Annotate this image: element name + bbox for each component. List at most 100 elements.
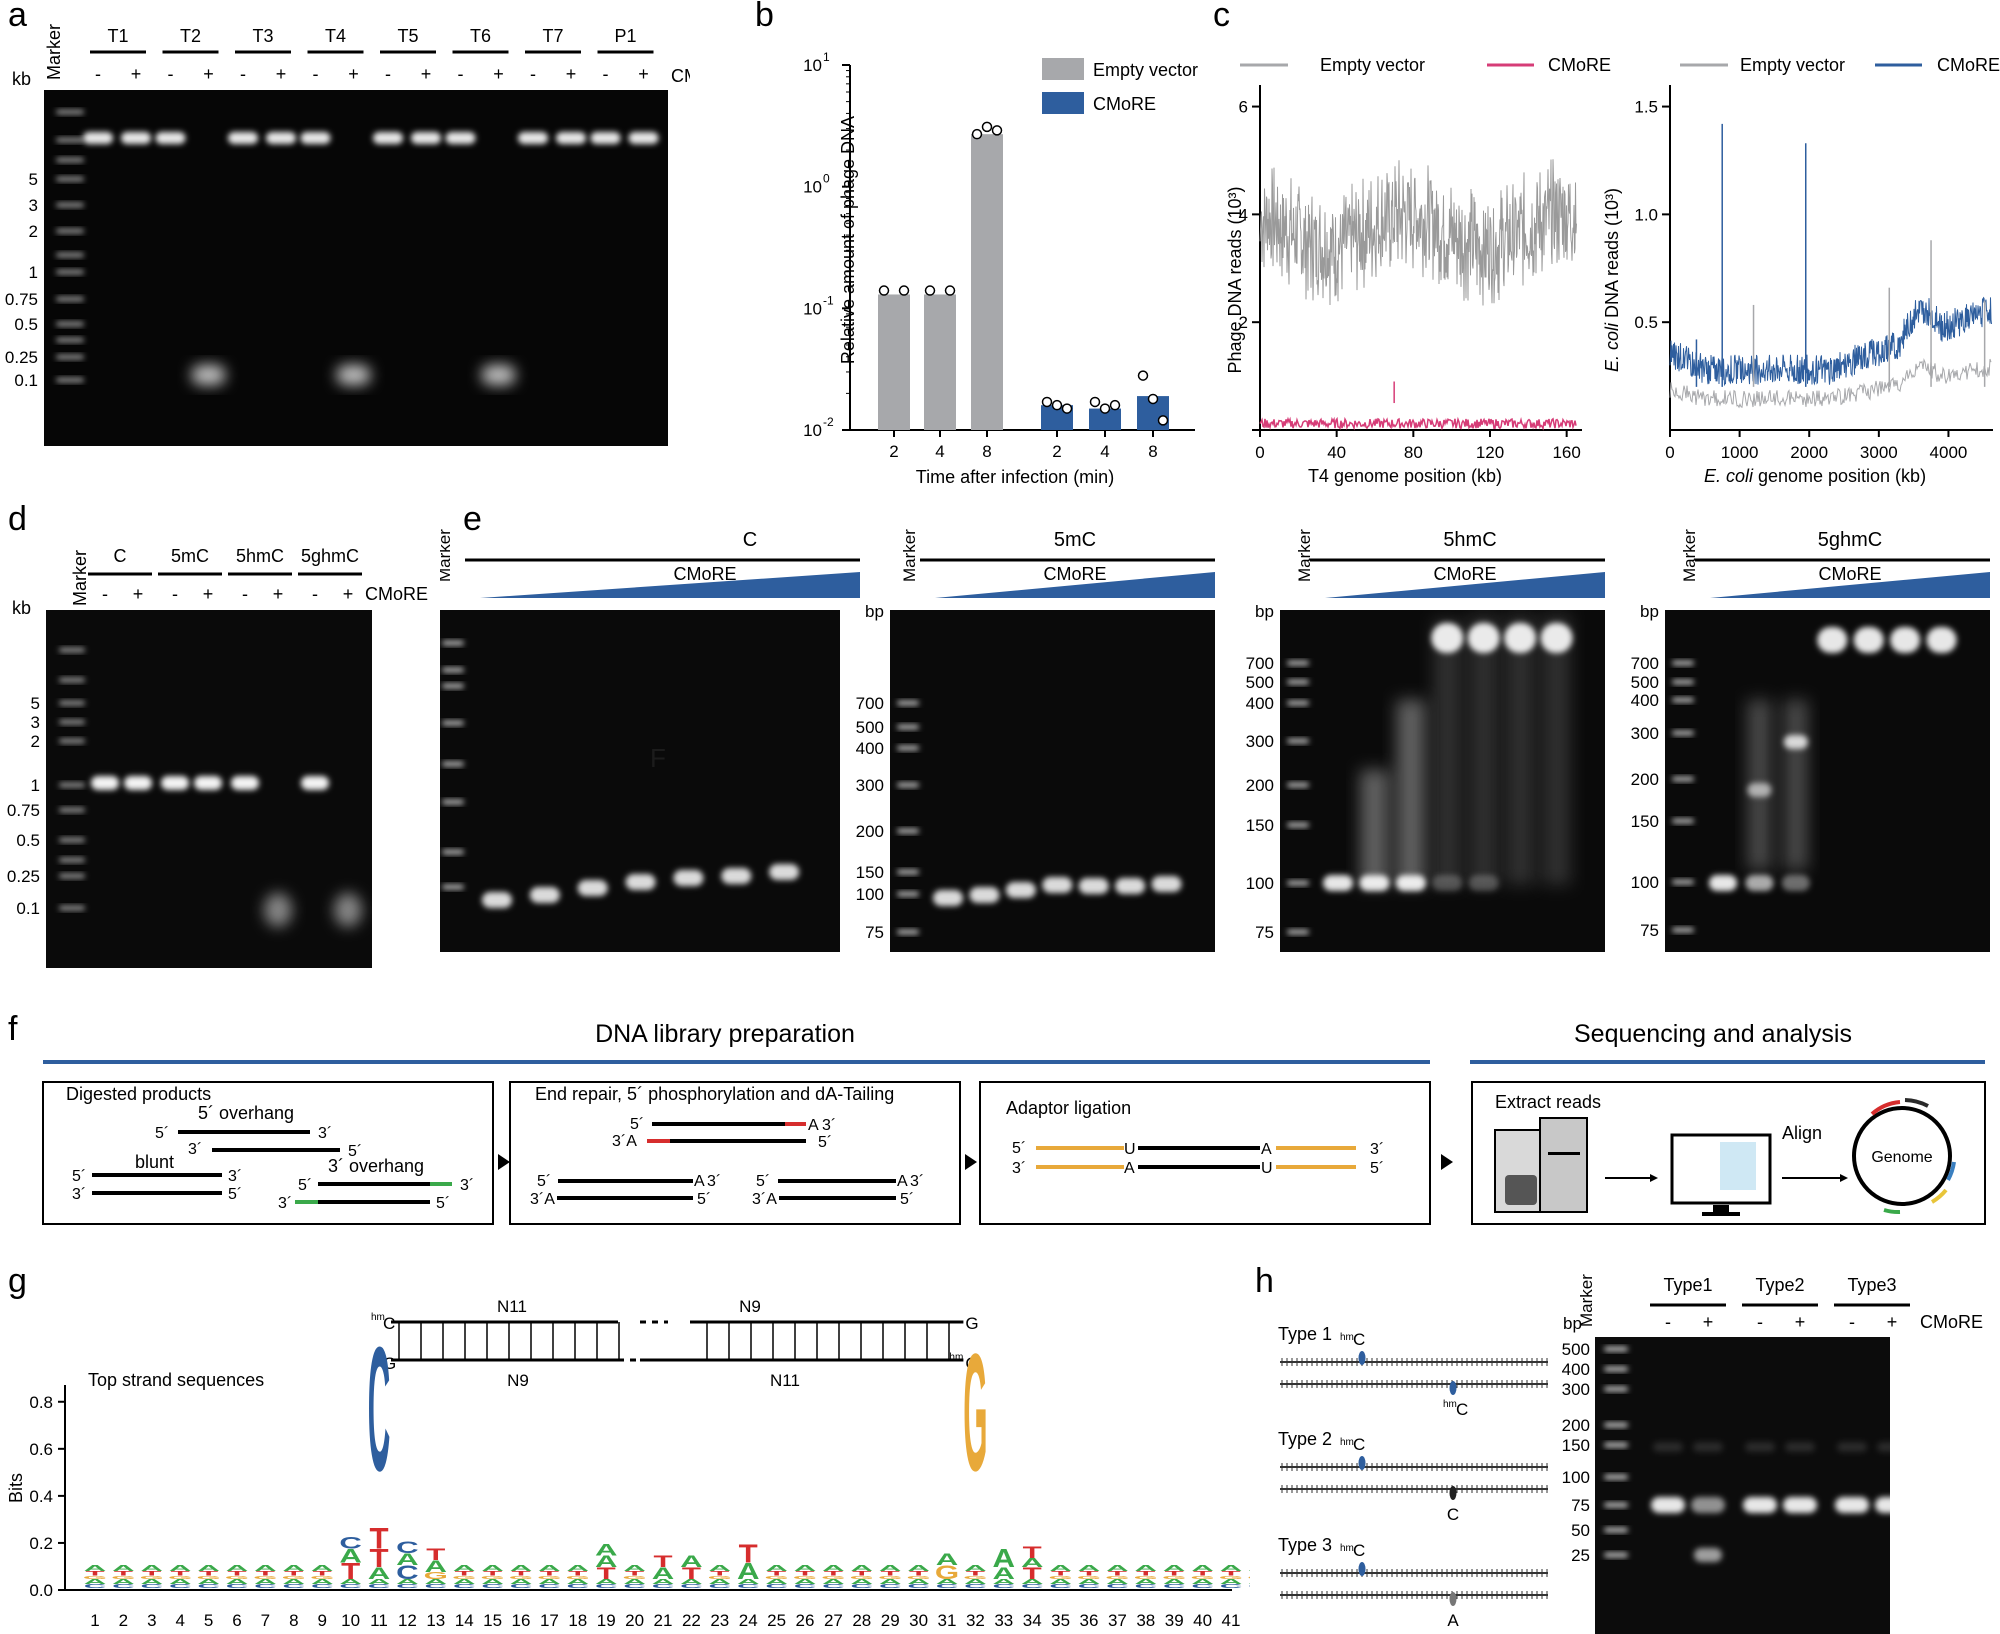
- g-logo-letter: T: [313, 1570, 332, 1577]
- b-datapoint: [1157, 415, 1169, 426]
- size-label: 700: [1246, 654, 1274, 673]
- size-label: 300: [856, 776, 884, 795]
- marker-band: [442, 849, 464, 855]
- plus-sign: +: [1887, 1312, 1898, 1332]
- svg-text:3´: 3´: [460, 1177, 474, 1194]
- h-type-label: Type 2: [1278, 1429, 1332, 1449]
- c-left-legend-empty: Empty vector: [1320, 55, 1425, 75]
- g-logo-letter: G: [764, 1575, 788, 1581]
- f-section2: Sequencing and analysis: [1574, 1020, 1852, 1048]
- g-logo-letter: A: [510, 1563, 533, 1572]
- g-logo-letter: A: [851, 1563, 874, 1572]
- g-logo-letter: C: [1049, 1583, 1072, 1589]
- size-label: 0.1: [14, 371, 38, 390]
- size-label: 300: [1246, 732, 1274, 751]
- g-logo-letter: A: [538, 1578, 561, 1586]
- size-label: 400: [1246, 694, 1274, 713]
- g-logo-letter: T: [1165, 1570, 1184, 1577]
- g-logo-letter: A: [822, 1563, 845, 1572]
- g-logo-letter: A: [964, 1563, 987, 1572]
- b-bar: [924, 294, 956, 430]
- g-logo-letter: C: [510, 1583, 533, 1589]
- g-position-label: 33: [994, 1611, 1013, 1630]
- c-left-ylabel: Phage DNA reads (10³): [1225, 186, 1245, 373]
- minus-sign: -: [240, 64, 246, 84]
- g-logo-letter: A: [680, 1553, 703, 1571]
- c-right-ytick-label: 1.0: [1634, 205, 1658, 224]
- digest-smear: [336, 365, 371, 385]
- g-logo-letter: T: [142, 1570, 161, 1577]
- size-label: 3: [31, 713, 40, 732]
- g-logo-letter: A: [1106, 1578, 1129, 1586]
- g-logo-letter: A: [169, 1578, 192, 1586]
- g-ylabel: Bits: [6, 1473, 26, 1503]
- marker-band: [1287, 782, 1309, 788]
- e-cmore-label: CMoRE: [1818, 564, 1881, 584]
- well-band: [1504, 623, 1537, 653]
- g-logo-letter: A: [936, 1550, 959, 1568]
- genomic-band: [155, 132, 186, 144]
- size-label: 150: [1631, 812, 1659, 831]
- f-arrow-3: [1441, 1154, 1453, 1170]
- e-stray-letter: F: [650, 743, 666, 773]
- svg-text:A: A: [897, 1173, 908, 1190]
- size-label: 200: [1631, 770, 1659, 789]
- marker-band: [59, 905, 85, 911]
- gel-a: [44, 90, 668, 446]
- size-label: 200: [856, 822, 884, 841]
- size-label: 700: [856, 694, 884, 713]
- marker-band: [1672, 697, 1694, 703]
- marker-band: [1672, 927, 1694, 933]
- marker-band: [1604, 1346, 1628, 1352]
- e-gradient-wedge: [480, 572, 860, 598]
- marker-band: [897, 724, 919, 730]
- g-logo-letter: A: [567, 1578, 590, 1586]
- svg-text:3´: 3´: [188, 1141, 202, 1158]
- h-hm: hm: [1340, 1437, 1354, 1448]
- genomic-band: [300, 132, 331, 144]
- g-logo-letter: C: [254, 1583, 277, 1589]
- h-lower-base: C: [1447, 1505, 1459, 1524]
- genome-circle-icon: [1852, 1098, 1956, 1215]
- g-logo-letter: A: [737, 1558, 760, 1584]
- h-hm: hm: [1340, 1332, 1354, 1343]
- plus-sign: +: [133, 584, 144, 604]
- d-lane-label: 5hmC: [236, 546, 284, 566]
- marker-band: [59, 738, 85, 744]
- e-smear: [1747, 700, 1772, 870]
- g-position-label: 40: [1193, 1611, 1212, 1630]
- c-left-cmore-trace: [1259, 416, 1577, 431]
- lane-label: T7: [542, 26, 563, 46]
- size-label: 0.5: [14, 315, 38, 334]
- minus-sign: -: [385, 64, 391, 84]
- g-logo-letter: A: [368, 1578, 391, 1586]
- g-logo-letter: C: [425, 1583, 448, 1589]
- c-left-xlabel: T4 genome position (kb): [1308, 466, 1502, 486]
- g-logo-letter: A: [254, 1578, 277, 1586]
- g-logo-letter: C: [311, 1583, 334, 1589]
- b-datapoint: [878, 285, 890, 296]
- g-logo-letter: G: [1077, 1575, 1101, 1581]
- faint-band: [1837, 1442, 1867, 1452]
- size-label: 0.75: [7, 801, 40, 820]
- f-box2-title: End repair, 5´ phosphorylation and dA-Ta…: [535, 1084, 894, 1104]
- marker-band: [442, 761, 464, 767]
- g-ytick-label: 0.4: [29, 1487, 53, 1506]
- b-ytick-exp: 1: [823, 50, 830, 64]
- svg-text:5´: 5´: [537, 1173, 551, 1190]
- g-logo-letter: G: [1134, 1575, 1158, 1581]
- g-logo-letter: A: [396, 1550, 419, 1568]
- plus-sign: +: [131, 64, 142, 84]
- minus-sign: -: [312, 584, 318, 604]
- b-datapoint: [898, 285, 910, 296]
- g-logo-letter: C: [396, 1539, 419, 1557]
- g-logo-letter: T: [369, 1545, 389, 1574]
- e-bp-label: bp: [1255, 602, 1274, 621]
- size-label: 1: [31, 776, 40, 795]
- b-xlabel: Time after infection (min): [916, 467, 1114, 487]
- b-ylabel: Relative amount of phage DNA: [838, 116, 858, 364]
- g-position-label: 24: [739, 1611, 758, 1630]
- g-logo-letter: C: [652, 1583, 675, 1589]
- product-band: [577, 880, 608, 896]
